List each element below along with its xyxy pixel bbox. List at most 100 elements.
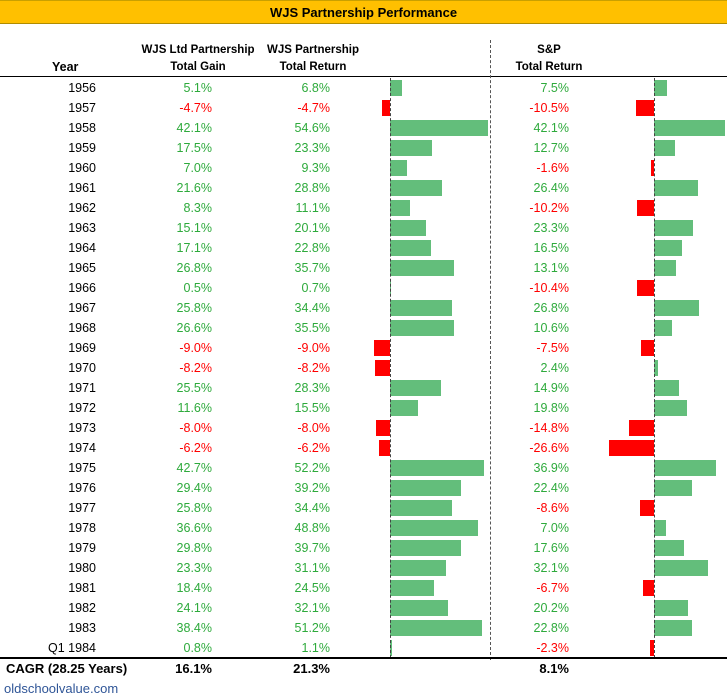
return-cell: 48.8% (294, 521, 330, 535)
table-row: 1961 21.6% 28.8% 26.4% (0, 178, 727, 198)
return-cell: 51.2% (294, 621, 330, 635)
gain-cell: 38.4% (176, 621, 212, 635)
cagr-row: CAGR (28.25 Years) 16.1% 21.3% 8.1% (0, 660, 727, 680)
sp-databar (654, 480, 692, 496)
return-databar (390, 620, 483, 636)
table-row: 1964 17.1% 22.8% 16.5% (0, 238, 727, 258)
table-row: 1959 17.5% 23.3% 12.7% (0, 138, 727, 158)
sp-cell: -1.6% (536, 161, 569, 175)
sp-cell: 17.6% (533, 541, 569, 555)
year-cell: 1959 (68, 141, 96, 155)
gain-cell: 42.7% (176, 461, 212, 475)
gain-cell: 42.1% (176, 121, 212, 135)
header-gain-line2: Total Gain (170, 61, 226, 73)
gain-cell: 17.5% (176, 141, 212, 155)
sp-cell: 42.1% (533, 121, 569, 135)
return-cell: 34.4% (294, 501, 330, 515)
table-row: 1972 11.6% 15.5% 19.8% (0, 398, 727, 418)
return-cell: 39.7% (294, 541, 330, 555)
sp-cell: 7.0% (540, 521, 570, 535)
return-databar (390, 460, 484, 476)
sp-zero-axis (654, 78, 655, 658)
return-databar (390, 320, 454, 336)
return-databar (390, 180, 442, 196)
return-databar (390, 520, 478, 536)
sp-databar (654, 380, 680, 396)
return-zero-axis (390, 78, 391, 658)
table-row: 1957 -4.7% -4.7% -10.5% (0, 98, 727, 118)
year-cell: 1977 (68, 501, 96, 515)
return-cell: -6.2% (297, 441, 330, 455)
return-databar (373, 340, 390, 356)
sp-cell: 22.8% (533, 621, 569, 635)
return-cell: 0.7% (301, 281, 331, 295)
header-return-line2: Total Return (279, 61, 347, 73)
header-sp-line2: Total Return (515, 61, 583, 73)
column-divider (490, 40, 491, 660)
cagr-gain: 16.1% (175, 661, 212, 676)
sp-cell: 7.5% (540, 81, 570, 95)
source-link[interactable]: oldschoolvalue.com (4, 681, 119, 696)
return-cell: -4.7% (297, 101, 330, 115)
sp-cell: 32.1% (533, 561, 569, 575)
sp-databar (654, 400, 688, 416)
return-databar (390, 400, 418, 416)
sp-databar (636, 100, 654, 116)
year-cell: 1970 (68, 361, 96, 375)
sp-databar (654, 460, 716, 476)
return-databar (390, 600, 448, 616)
table-row: 1971 25.5% 28.3% 14.9% (0, 378, 727, 398)
table-title: WJS Partnership Performance (0, 0, 727, 24)
gain-cell: 25.8% (176, 301, 212, 315)
sp-cell: -14.8% (529, 421, 569, 435)
sp-cell: -8.6% (536, 501, 569, 515)
year-cell: 1960 (68, 161, 96, 175)
return-cell: 20.1% (294, 221, 330, 235)
return-databar (390, 220, 427, 236)
gain-cell: 21.6% (176, 181, 212, 195)
return-databar (390, 500, 452, 516)
return-databar (390, 540, 462, 556)
gain-cell: 36.6% (176, 521, 212, 535)
year-cell: 1958 (68, 121, 96, 135)
return-cell: 52.2% (294, 461, 330, 475)
gain-cell: 15.1% (176, 221, 212, 235)
sp-cell: 10.6% (533, 321, 569, 335)
header-gain: WJS Ltd Partnership Total Gain (128, 42, 268, 76)
sp-databar (654, 320, 672, 336)
year-cell: 1963 (68, 221, 96, 235)
sp-databar (641, 340, 654, 356)
return-cell: 6.8% (301, 81, 331, 95)
sp-cell: 12.7% (533, 141, 569, 155)
gain-cell: -6.2% (179, 441, 212, 455)
sp-databar (654, 220, 694, 236)
year-cell: 1983 (68, 621, 96, 635)
year-cell: 1969 (68, 341, 96, 355)
sp-databar (654, 540, 684, 556)
table-row: 1956 5.1% 6.8% 7.5% (0, 78, 727, 98)
year-cell: 1982 (68, 601, 96, 615)
sp-databar (654, 260, 676, 276)
year-cell: 1981 (68, 581, 96, 595)
sp-cell: 26.4% (533, 181, 569, 195)
sp-databar (654, 180, 699, 196)
year-cell: 1957 (68, 101, 96, 115)
return-cell: 35.7% (294, 261, 330, 275)
year-cell: 1976 (68, 481, 96, 495)
header-sp: S&P Total Return (499, 42, 599, 76)
table-row: 1982 24.1% 32.1% 20.2% (0, 598, 727, 618)
table-row: 1960 7.0% 9.3% -1.6% (0, 158, 727, 178)
sp-cell: -7.5% (536, 341, 569, 355)
sp-cell: -10.2% (529, 201, 569, 215)
return-databar (381, 100, 390, 116)
year-cell: 1968 (68, 321, 96, 335)
gain-cell: -4.7% (179, 101, 212, 115)
sp-cell: 20.2% (533, 601, 569, 615)
return-cell: 24.5% (294, 581, 330, 595)
gain-cell: 26.6% (176, 321, 212, 335)
sp-databar (642, 580, 654, 596)
gain-cell: 25.8% (176, 501, 212, 515)
table-row: 1963 15.1% 20.1% 23.3% (0, 218, 727, 238)
year-cell: 1962 (68, 201, 96, 215)
gain-cell: -8.0% (179, 421, 212, 435)
